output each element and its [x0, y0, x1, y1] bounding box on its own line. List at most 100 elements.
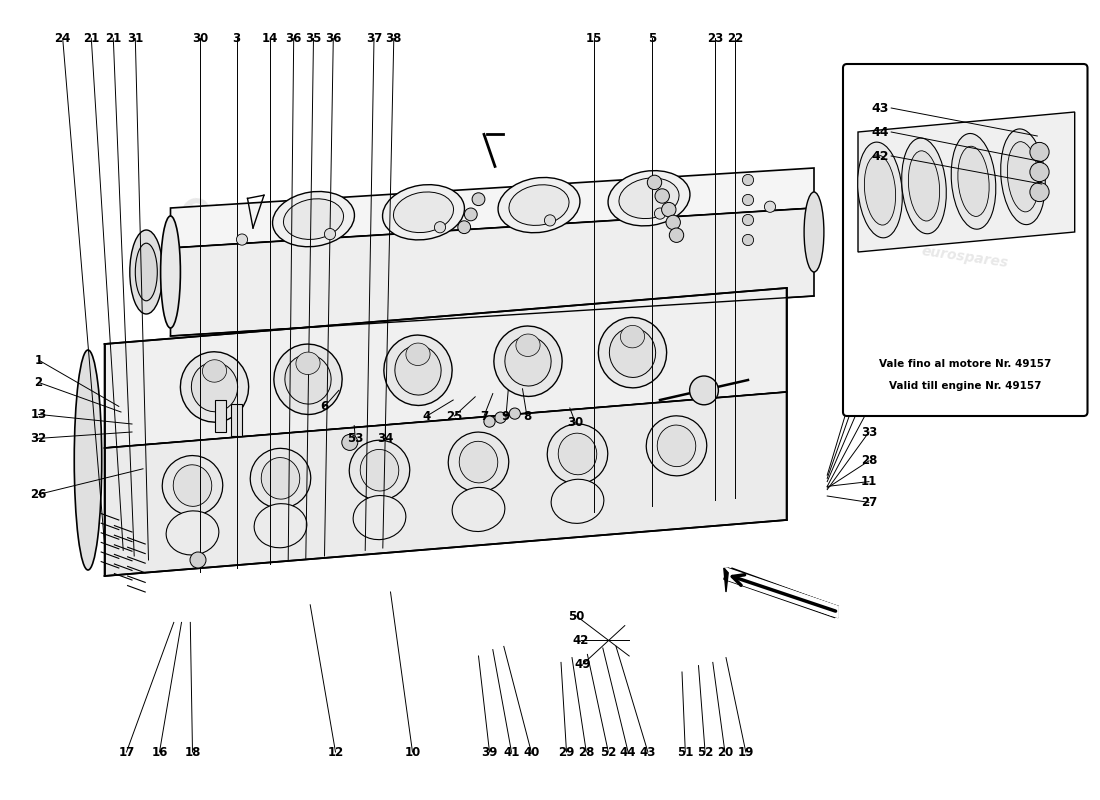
Circle shape [742, 214, 754, 226]
Text: 33: 33 [861, 426, 877, 438]
Text: 13: 13 [31, 408, 46, 421]
Ellipse shape [598, 318, 667, 388]
Circle shape [544, 215, 556, 226]
Text: 1: 1 [34, 354, 43, 366]
Polygon shape [724, 568, 728, 592]
Polygon shape [726, 568, 838, 618]
Ellipse shape [498, 178, 580, 233]
Circle shape [458, 221, 471, 234]
Text: 21: 21 [106, 32, 121, 45]
Ellipse shape [75, 350, 101, 570]
Ellipse shape [459, 442, 498, 483]
Text: 2: 2 [34, 376, 43, 389]
Ellipse shape [548, 424, 607, 484]
Text: 47: 47 [861, 330, 877, 342]
Ellipse shape [657, 425, 696, 466]
Ellipse shape [952, 134, 996, 229]
Circle shape [324, 229, 336, 240]
Text: 3: 3 [232, 32, 241, 45]
Bar [231, 404, 242, 436]
Ellipse shape [505, 337, 551, 386]
Ellipse shape [406, 343, 430, 366]
Text: 30: 30 [192, 32, 208, 45]
Text: eurospares: eurospares [563, 241, 757, 319]
Text: 16: 16 [152, 746, 167, 758]
Ellipse shape [384, 335, 452, 406]
Text: 29: 29 [559, 746, 574, 758]
Text: 42: 42 [871, 150, 889, 162]
Ellipse shape [858, 142, 902, 238]
Ellipse shape [180, 352, 249, 422]
Text: 52: 52 [697, 746, 713, 758]
Polygon shape [104, 288, 786, 448]
Circle shape [495, 412, 506, 423]
Text: eurospares: eurospares [562, 468, 758, 524]
Circle shape [764, 201, 776, 212]
Ellipse shape [360, 450, 399, 491]
Ellipse shape [619, 178, 679, 218]
Circle shape [190, 552, 206, 568]
Text: 52: 52 [601, 746, 616, 758]
Polygon shape [726, 568, 838, 618]
Circle shape [342, 434, 358, 450]
Polygon shape [732, 568, 838, 612]
Circle shape [464, 208, 477, 221]
Text: 36: 36 [286, 32, 301, 45]
Text: 4: 4 [422, 410, 431, 422]
Text: 28: 28 [579, 746, 594, 758]
Ellipse shape [353, 495, 406, 540]
Ellipse shape [261, 458, 300, 499]
Text: 42: 42 [573, 634, 588, 646]
Ellipse shape [166, 511, 219, 555]
Ellipse shape [902, 138, 946, 234]
Ellipse shape [202, 360, 227, 382]
Circle shape [509, 408, 520, 419]
Ellipse shape [383, 185, 464, 240]
Text: 37: 37 [366, 32, 382, 45]
Ellipse shape [494, 326, 562, 397]
Text: 27: 27 [861, 496, 877, 509]
Ellipse shape [958, 146, 989, 217]
Circle shape [669, 228, 684, 242]
Text: 25: 25 [447, 410, 462, 422]
Ellipse shape [620, 326, 645, 348]
Ellipse shape [163, 455, 222, 515]
Text: 43: 43 [871, 102, 889, 114]
Text: 21: 21 [84, 32, 99, 45]
Circle shape [742, 194, 754, 206]
Text: 24: 24 [55, 32, 70, 45]
Circle shape [654, 208, 666, 219]
Text: Valid till engine Nr. 49157: Valid till engine Nr. 49157 [889, 382, 1042, 391]
Ellipse shape [516, 334, 540, 357]
Text: 11: 11 [861, 475, 877, 488]
Text: 15: 15 [586, 32, 602, 45]
Text: 38: 38 [386, 32, 402, 45]
Text: 30: 30 [568, 416, 583, 429]
Text: 39: 39 [482, 746, 497, 758]
FancyBboxPatch shape [843, 64, 1088, 416]
Ellipse shape [449, 432, 508, 492]
Ellipse shape [254, 504, 307, 548]
Text: Vale fino al motore Nr. 49157: Vale fino al motore Nr. 49157 [879, 359, 1052, 369]
Text: 32: 32 [31, 432, 46, 445]
Ellipse shape [865, 155, 895, 225]
Text: 45: 45 [860, 378, 878, 390]
Circle shape [1030, 162, 1049, 182]
Text: 31: 31 [128, 32, 143, 45]
Ellipse shape [284, 198, 343, 239]
Text: 7: 7 [480, 410, 488, 422]
Ellipse shape [509, 185, 569, 226]
Text: eurospares: eurospares [921, 244, 1010, 270]
Polygon shape [104, 392, 786, 576]
Ellipse shape [161, 216, 180, 328]
Text: 5: 5 [648, 32, 657, 45]
Ellipse shape [647, 416, 706, 476]
Text: 46: 46 [860, 402, 878, 414]
Ellipse shape [274, 344, 342, 414]
Text: 18: 18 [185, 746, 200, 758]
Ellipse shape [191, 362, 238, 412]
Text: 28: 28 [861, 454, 877, 467]
Ellipse shape [251, 448, 310, 508]
Polygon shape [728, 573, 834, 615]
Bar [214, 400, 225, 432]
